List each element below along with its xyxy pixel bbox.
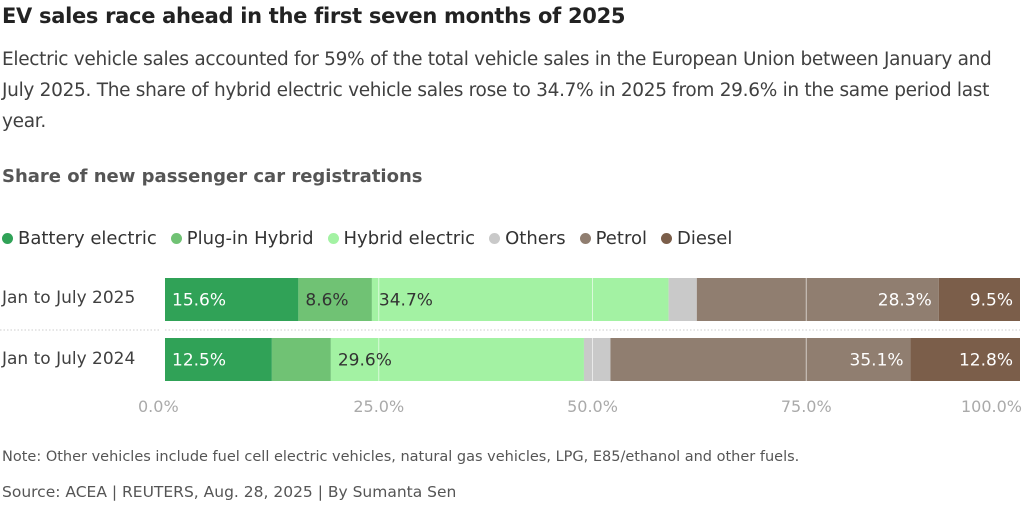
row-label-2024: Jan to July 2024 — [2, 349, 136, 369]
bar-segment — [371, 278, 669, 321]
legend-swatch — [489, 233, 501, 244]
legend-label: Hybrid electric — [343, 228, 476, 249]
legend-item-battery-electric: Battery electric — [2, 228, 157, 249]
legend-label: Battery electric — [18, 228, 157, 249]
bar-segment — [696, 278, 939, 321]
legend-item-petrol: Petrol — [579, 228, 647, 249]
chart-heading: Share of new passenger car registrations — [2, 166, 423, 187]
data-label: 9.5% — [970, 291, 1013, 311]
source: Source: ACEA | REUTERS, Aug. 28, 2025 | … — [2, 483, 457, 501]
bar-segment — [298, 278, 372, 321]
x-tick-label: 75.0% — [781, 397, 832, 416]
row-label-2025: Jan to July 2025 — [2, 288, 136, 308]
legend-item-plug-in-hybrid: Plug-in Hybrid — [170, 228, 314, 249]
legend-swatch — [2, 233, 13, 244]
data-label: 12.5% — [172, 351, 226, 371]
legend-swatch — [579, 233, 591, 244]
data-label: 34.7% — [379, 291, 433, 311]
bar-chart: 15.6% 8.6% 34.7% 28.3% 9.5% 12.5% 29.6% 35.1% 12… — [0, 278, 1022, 416]
legend-swatch — [327, 233, 339, 244]
data-label: 12.8% — [959, 351, 1013, 371]
bar-segment — [583, 338, 611, 381]
bar-segment — [610, 338, 911, 381]
bar-segment — [938, 278, 1020, 321]
legend-item-others: Others — [489, 228, 566, 249]
bar-segment — [668, 278, 697, 321]
legend-item-diesel: Diesel — [660, 228, 733, 249]
bar-segment — [910, 338, 1020, 381]
legend-swatch — [660, 233, 672, 244]
data-label: 28.3% — [878, 291, 932, 311]
legend-item-hybrid-electric: Hybrid electric — [327, 228, 476, 249]
data-label: 29.6% — [338, 351, 392, 371]
legend-label: Diesel — [676, 228, 733, 249]
chart-subtitle: Electric vehicle sales accounted for 59%… — [2, 49, 992, 132]
bar-segment — [330, 338, 584, 381]
legend: Battery electric Plug-in Hybrid Hybrid ele… — [2, 228, 732, 249]
x-tick-label: 25.0% — [353, 397, 404, 416]
bar-segment — [165, 338, 272, 381]
data-label: 8.6% — [305, 291, 348, 311]
x-tick-label: 0.0% — [138, 397, 179, 416]
chart-title: EV sales race ahead in the first seven m… — [2, 4, 626, 28]
bar-segment — [165, 278, 299, 321]
data-label: 35.1% — [850, 351, 904, 371]
x-tick-label: 50.0% — [567, 397, 618, 416]
legend-swatch — [170, 233, 182, 244]
x-tick-label: 100.0% — [961, 397, 1022, 416]
note: Note: Other vehicles include fuel cell e… — [2, 449, 800, 465]
data-label: 15.6% — [172, 291, 226, 311]
legend-label: Petrol — [595, 228, 647, 249]
legend-label: Plug-in Hybrid — [186, 228, 314, 249]
legend-label: Others — [505, 228, 566, 249]
bar-segment — [271, 338, 331, 381]
